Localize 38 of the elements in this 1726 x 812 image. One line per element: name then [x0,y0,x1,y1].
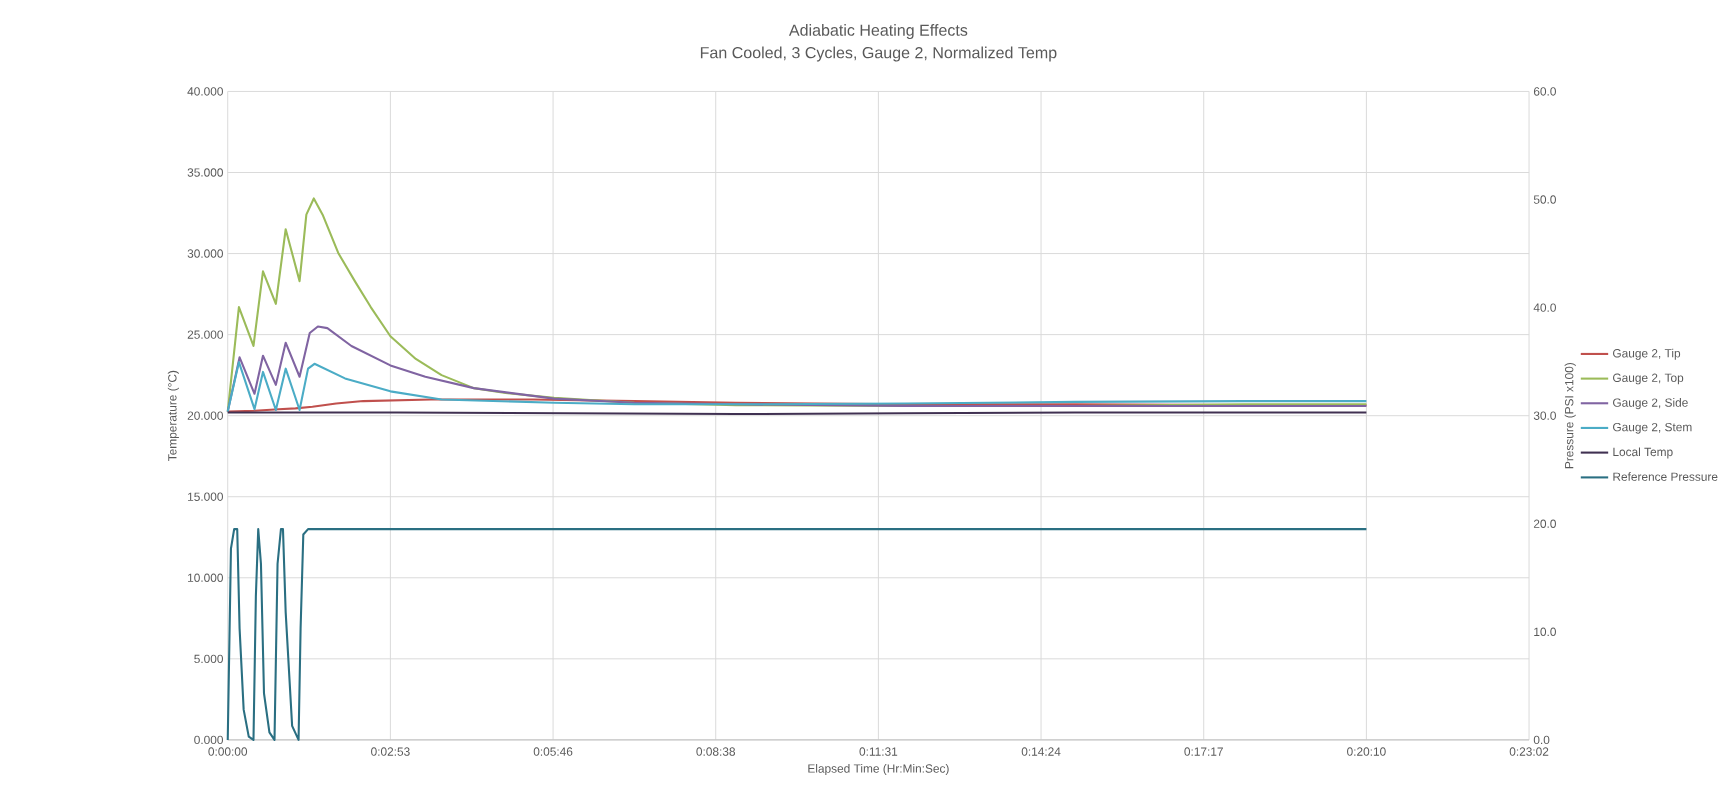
y-tick-label: 35.000 [187,168,223,177]
y-tick-label: 10.000 [188,573,223,582]
y2-tick-label: 50.0 [1533,195,1556,204]
y-tick-label: 40.000 [187,87,223,96]
x-tick-label: 0:23:02 [1509,747,1549,756]
y2-tick-label: 10.0 [1534,627,1556,636]
y-tick-label: 5.000 [194,654,223,663]
y2-tick-label: 60.0 [1533,87,1556,96]
y2-tick-label: 20.0 [1533,519,1556,528]
y2-tick-label: 30.0 [1533,411,1556,420]
line-series [226,527,1368,741]
y-axis-title: Temperature (°C) [167,370,179,461]
chart-title: Adiabatic Heating Effects [788,23,968,39]
x-tick-label: 0:17:17 [1184,747,1223,756]
x-tick-label: 0:14:24 [1021,747,1061,756]
y-tick-label: 25.000 [187,330,223,339]
legend-label: Gauge 2, Stem [1613,422,1692,434]
y-tick-label: 20.000 [187,411,223,420]
legend-label: Reference Pressure [1613,472,1718,481]
x-axis-title: Elapsed Time (Hr:Min:Sec) [808,763,949,775]
x-tick-label: 0:05:46 [533,747,573,756]
y-tick-label: 0.000 [194,735,223,744]
x-tick-label: 0:11:31 [859,747,898,756]
y2-axis-title: Pressure (PSI x100) [1564,362,1576,468]
line-series [226,360,1368,413]
x-tick-label: 0:20:10 [1347,747,1386,756]
y-tick-label: 15.000 [188,492,223,501]
x-tick-label: 0:08:38 [696,747,736,756]
y2-tick-label: 0.0 [1533,735,1550,744]
legend-label: Local Temp [1613,447,1673,459]
legend-label: Gauge 2, Side [1613,397,1688,409]
x-tick-label: 0:02:53 [371,747,410,756]
y2-tick-label: 40.0 [1533,303,1556,312]
chart-subtitle: Fan Cooled, 3 Cycles, Gauge 2, Normalized Temp [700,46,1057,62]
legend-label: Gauge 2, Top [1613,373,1684,385]
legend-label: Gauge 2, Tip [1613,348,1681,360]
y-tick-label: 30.000 [187,249,223,258]
x-tick-label: 0:00:00 [208,747,248,756]
